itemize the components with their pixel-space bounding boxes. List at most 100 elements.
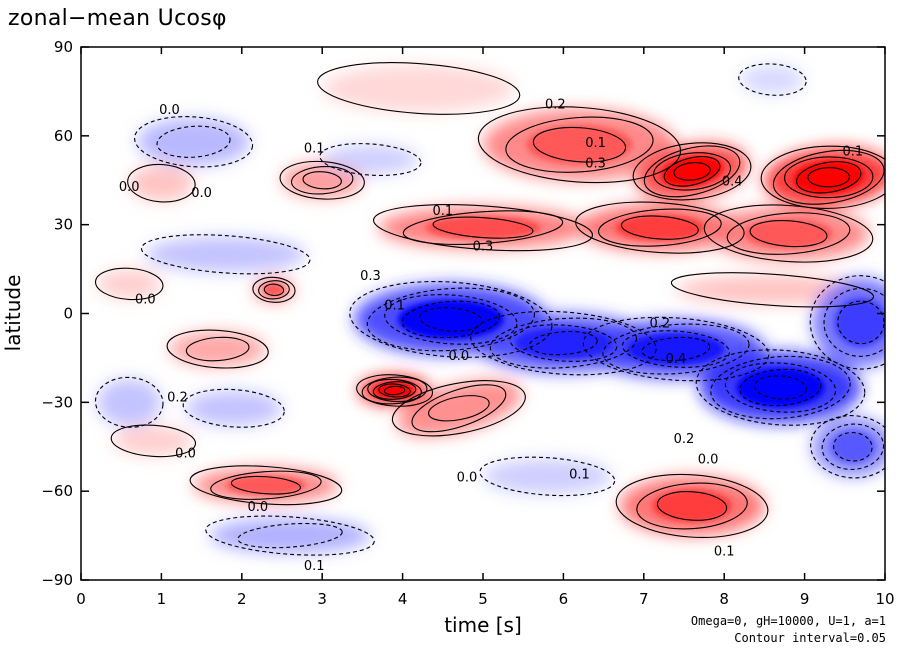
x-tick-label: 4 [398, 590, 408, 608]
field-core [615, 214, 705, 241]
positive-contour [372, 204, 594, 252]
field-core [830, 430, 875, 464]
contour-value-label: 0.0 [119, 180, 140, 195]
field-core-layer [226, 125, 885, 523]
contour-value-label: 0.0 [449, 349, 470, 364]
contour-value-label: 0.2 [650, 316, 671, 331]
contour-value-label: 0.0 [457, 470, 478, 485]
positive-contour [784, 156, 874, 199]
negative-contour [140, 234, 311, 275]
positive-contour [632, 142, 752, 201]
contour-lines [94, 62, 885, 556]
contour-value-label: 0.4 [722, 174, 743, 189]
negative-contour [384, 294, 518, 345]
field-core [425, 216, 541, 240]
positive-contour [726, 212, 851, 255]
negative-contour [582, 316, 770, 382]
negative-contour [401, 300, 500, 339]
contour-value-label: 0.0 [191, 186, 212, 201]
field-blob [322, 64, 516, 113]
positive-contour [598, 208, 722, 247]
x-tick-label: 5 [478, 590, 488, 608]
positive-contour [673, 162, 711, 181]
negative-contour [529, 330, 598, 356]
heatmap-field [81, 47, 885, 580]
negative-contour [470, 310, 657, 376]
x-axis: 0 1 2 3 4 5 6 7 8 9 10 [76, 47, 895, 608]
y-tick-label: 60 [54, 127, 73, 145]
negative-contour [182, 388, 285, 428]
negative-contour [837, 300, 885, 345]
contour-value-label: 0.1 [384, 299, 405, 314]
positive-contour [166, 329, 269, 369]
y-tick-label: 90 [54, 38, 73, 56]
positive-contour [94, 267, 164, 301]
x-tick-label: 3 [317, 590, 327, 608]
x-tick-label: 7 [639, 590, 649, 608]
field-core [652, 489, 732, 523]
field-blob [97, 269, 162, 299]
x-tick-label: 2 [237, 590, 247, 608]
y-tick-label: −30 [41, 393, 73, 411]
positive-contour [258, 280, 290, 300]
negative-contour [205, 515, 375, 556]
y-tick-label: 30 [54, 216, 73, 234]
positive-contour [663, 156, 721, 187]
field-core [793, 160, 864, 194]
positive-contour [636, 482, 748, 530]
contour-value-label: 0.4 [666, 352, 687, 367]
contour-value-label: 0.1 [304, 559, 325, 574]
field-blob [97, 378, 162, 427]
contour-interval-note: Contour interval=0.05 [734, 631, 886, 645]
contour-value-label: 0.0 [698, 453, 719, 468]
positive-contour [127, 163, 196, 203]
y-tick-label: 0 [63, 305, 73, 323]
positive-contour [772, 149, 885, 205]
positive-contour [620, 215, 699, 240]
negative-contour [810, 415, 885, 479]
positive-contour [615, 473, 769, 538]
contour-value-label: 0.3 [360, 269, 381, 284]
field-blob [483, 458, 612, 495]
x-tick-label: 1 [157, 590, 167, 608]
contour-value-label: 0.1 [569, 467, 590, 482]
field-core [834, 297, 885, 347]
positive-contour [372, 381, 417, 400]
positive-contour [383, 385, 406, 396]
contour-value-label: 0.1 [714, 544, 735, 559]
field-blob [322, 144, 419, 175]
contour-value-label: 0.1 [585, 136, 606, 151]
positive-contour [230, 475, 302, 495]
positive-contour [110, 424, 197, 458]
negative-contour [754, 375, 807, 400]
field-core [526, 125, 633, 165]
positive-contour [411, 384, 507, 433]
positive-contour [653, 152, 732, 191]
positive-contour [656, 491, 728, 521]
positive-contour [279, 160, 365, 200]
negative-contour [419, 307, 483, 332]
negative-contour [156, 125, 231, 158]
field-core [514, 326, 613, 360]
negative-contour [94, 376, 164, 428]
positive-contour [402, 210, 564, 245]
positive-contour [796, 161, 862, 194]
field-blob [185, 390, 282, 427]
field-core [661, 155, 723, 187]
x-tick-label: 8 [719, 590, 729, 608]
positive-contour [807, 167, 851, 188]
contour-value-label: 0.1 [842, 145, 863, 160]
negative-contour [479, 456, 616, 497]
negative-contour [710, 355, 851, 420]
negative-contour [621, 330, 730, 368]
contour-value-label: 0.0 [159, 103, 180, 118]
field-core [397, 299, 504, 339]
negative-contour [602, 323, 750, 375]
contour-value-label: 0.0 [248, 500, 269, 515]
contour-value-label: 0.1 [304, 142, 325, 157]
contour-value-label: 0.2 [167, 390, 188, 405]
negative-contour [833, 431, 873, 462]
contour-value-label: 0.0 [175, 447, 196, 462]
field-core [226, 475, 306, 496]
